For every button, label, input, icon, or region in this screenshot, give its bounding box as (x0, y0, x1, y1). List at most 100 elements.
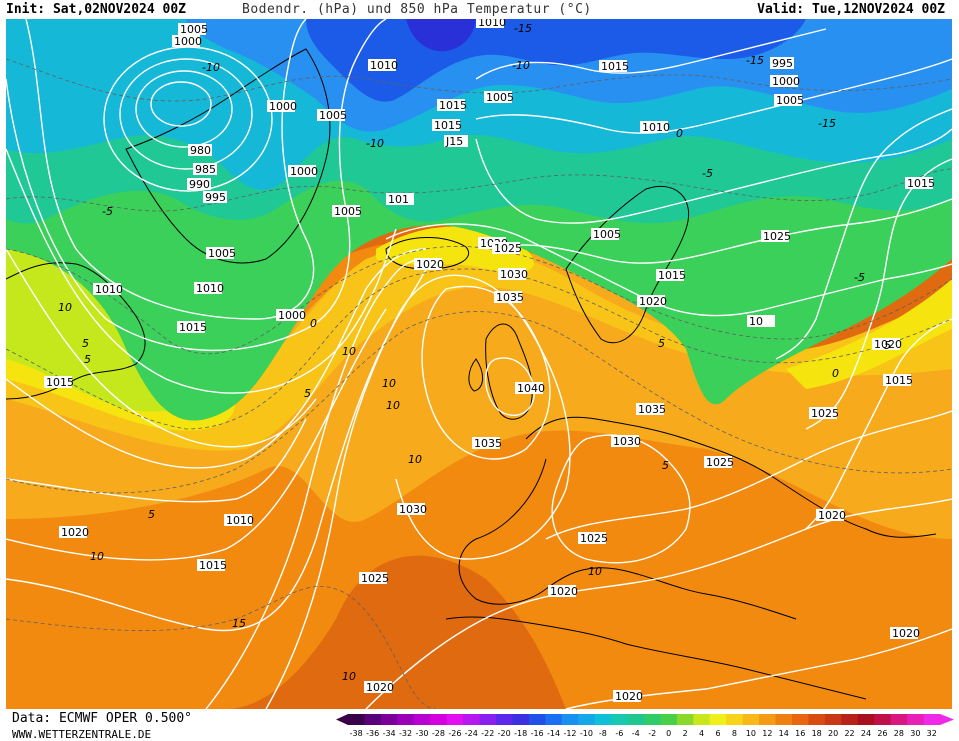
europe-coast (458, 416, 937, 620)
temp-label: 15 (232, 617, 246, 630)
temp-label: 10 (386, 399, 400, 412)
greenland-coast (125, 48, 331, 264)
iceland-coast (385, 237, 469, 270)
svg-text:1020: 1020 (61, 526, 89, 539)
colorbar-arrow-high (940, 714, 954, 725)
colorbar-tick-label: 26 (877, 729, 887, 738)
svg-text:980: 980 (190, 144, 211, 157)
temp-contours (6, 58, 952, 709)
colorbar-tick-label: -34 (383, 729, 396, 738)
isobar-labels: 1005 1000 1010 1010 1015 995 1000 1005 1… (44, 19, 935, 703)
svg-text:995: 995 (205, 191, 226, 204)
isobar-1020-mediterranean (365, 498, 952, 709)
colorbar-cell (907, 714, 925, 725)
svg-text:1015: 1015 (199, 559, 227, 572)
colorbar-cell (726, 714, 744, 725)
colorbar-tick-label: 8 (732, 729, 737, 738)
footer: Data: ECMWF OPER 0.500° WWW.WETTERZENTRA… (0, 709, 959, 741)
map-title: Bodendr. (hPa) und 850 hPa Temperatur (°… (242, 2, 592, 17)
isobar-label: 1020 (613, 690, 643, 703)
isobar-label: 1015 (177, 321, 207, 334)
colorbar-tick-label: 18 (812, 729, 822, 738)
scandinavia-coast (565, 185, 690, 344)
svg-text:1005: 1005 (593, 228, 621, 241)
temp-label: -10 (202, 61, 220, 74)
temp-contour-0 (6, 246, 952, 355)
svg-text:1020: 1020 (550, 585, 578, 598)
isobar-label: 1020 (637, 295, 667, 308)
isobar-label: 985 (193, 163, 217, 176)
svg-text:990: 990 (189, 178, 210, 191)
svg-text:1015: 1015 (179, 321, 207, 334)
temp-label: 5 (304, 387, 311, 400)
isobar-label: 1020 (548, 585, 578, 598)
isobar-label: 1015 (656, 269, 686, 282)
svg-text:1005: 1005 (334, 205, 362, 218)
colorbar-tick-label: 6 (715, 729, 720, 738)
svg-text:1015: 1015 (434, 119, 462, 132)
temp-label: 5 (148, 508, 155, 521)
colorbar-cell (775, 714, 793, 725)
svg-text:1025: 1025 (580, 532, 608, 545)
isobar-1010-east (775, 108, 952, 360)
temp-fill-yellow (6, 226, 952, 431)
isobar-label: 1015 (432, 119, 462, 132)
svg-text:1000: 1000 (772, 75, 800, 88)
temp-contour-minus10 (6, 58, 952, 102)
colorbar-cell (594, 714, 612, 725)
isobar-label: 1015 (599, 60, 629, 73)
temp-label: 0 (832, 367, 839, 380)
colorbar-tick-label: -24 (465, 729, 478, 738)
svg-text:10: 10 (749, 315, 763, 328)
isobar-label: 1005 (206, 247, 236, 260)
temp-fill-dark-blue (406, 19, 476, 52)
colorbar-cell (693, 714, 711, 725)
svg-text:1010: 1010 (642, 121, 670, 134)
isobar-1000-west (25, 19, 315, 320)
svg-text:1015: 1015 (658, 269, 686, 282)
isobar-label: 1020 (816, 509, 846, 522)
temp-label: -15 (746, 54, 764, 67)
colorbar-cell (561, 714, 579, 725)
isobar-label: 1005 (178, 23, 208, 36)
colorbar-tick-label: 24 (861, 729, 871, 738)
isobar-label: 1005 (774, 94, 804, 107)
isobar-label: 1000 (770, 75, 800, 88)
svg-text:1015: 1015 (439, 99, 467, 112)
temp-label: 10 (408, 453, 422, 466)
temp-label: -5 (854, 271, 865, 284)
isobar-label: 1025 (359, 572, 389, 585)
svg-text:1020: 1020 (416, 258, 444, 271)
colorbar-tick-label: -22 (481, 729, 494, 738)
isobar-label: 1035 (636, 403, 666, 416)
isobar-label: 1010 (640, 121, 670, 134)
temp-label: 0 (676, 127, 683, 140)
colorbar-tick-label: -4 (632, 729, 640, 738)
isobar-1015-north (475, 128, 952, 224)
isobar-label: 1010 (224, 514, 254, 527)
svg-text:1020: 1020 (892, 627, 920, 640)
colorbar-tick-label: -14 (547, 729, 560, 738)
svg-text:1005: 1005 (180, 23, 208, 36)
svg-text:1025: 1025 (494, 242, 522, 255)
temp-label: 5 (662, 459, 669, 472)
temp-label: 5 (82, 337, 89, 350)
isobar-label: 995 (770, 57, 794, 70)
weather-map-canvas: 1005 1000 1010 1010 1015 995 1000 1005 1… (6, 19, 952, 709)
colorbar-cell (676, 714, 694, 725)
weather-map: 1005 1000 1010 1010 1015 995 1000 1005 1… (6, 19, 952, 709)
isobar-label: 1035 (494, 291, 524, 304)
svg-text:1000: 1000 (278, 309, 306, 322)
colorbar-cell (923, 714, 941, 725)
svg-text:1010: 1010 (226, 514, 254, 527)
valid-time-label: Valid: Tue,12NOV2024 00Z (757, 2, 945, 17)
colorbar-tick-label: -32 (399, 729, 412, 738)
temp-label: 10 (588, 565, 602, 578)
isobar-1015-west (6, 248, 317, 448)
temp-label: 0 (310, 317, 317, 330)
colorbar-cell (808, 714, 826, 725)
colorbar-cell (380, 714, 398, 725)
data-source-label: Data: ECMWF OPER 0.500° (12, 711, 193, 726)
colorbar-tick-label: -16 (531, 729, 544, 738)
colorbar-cell (413, 714, 431, 725)
